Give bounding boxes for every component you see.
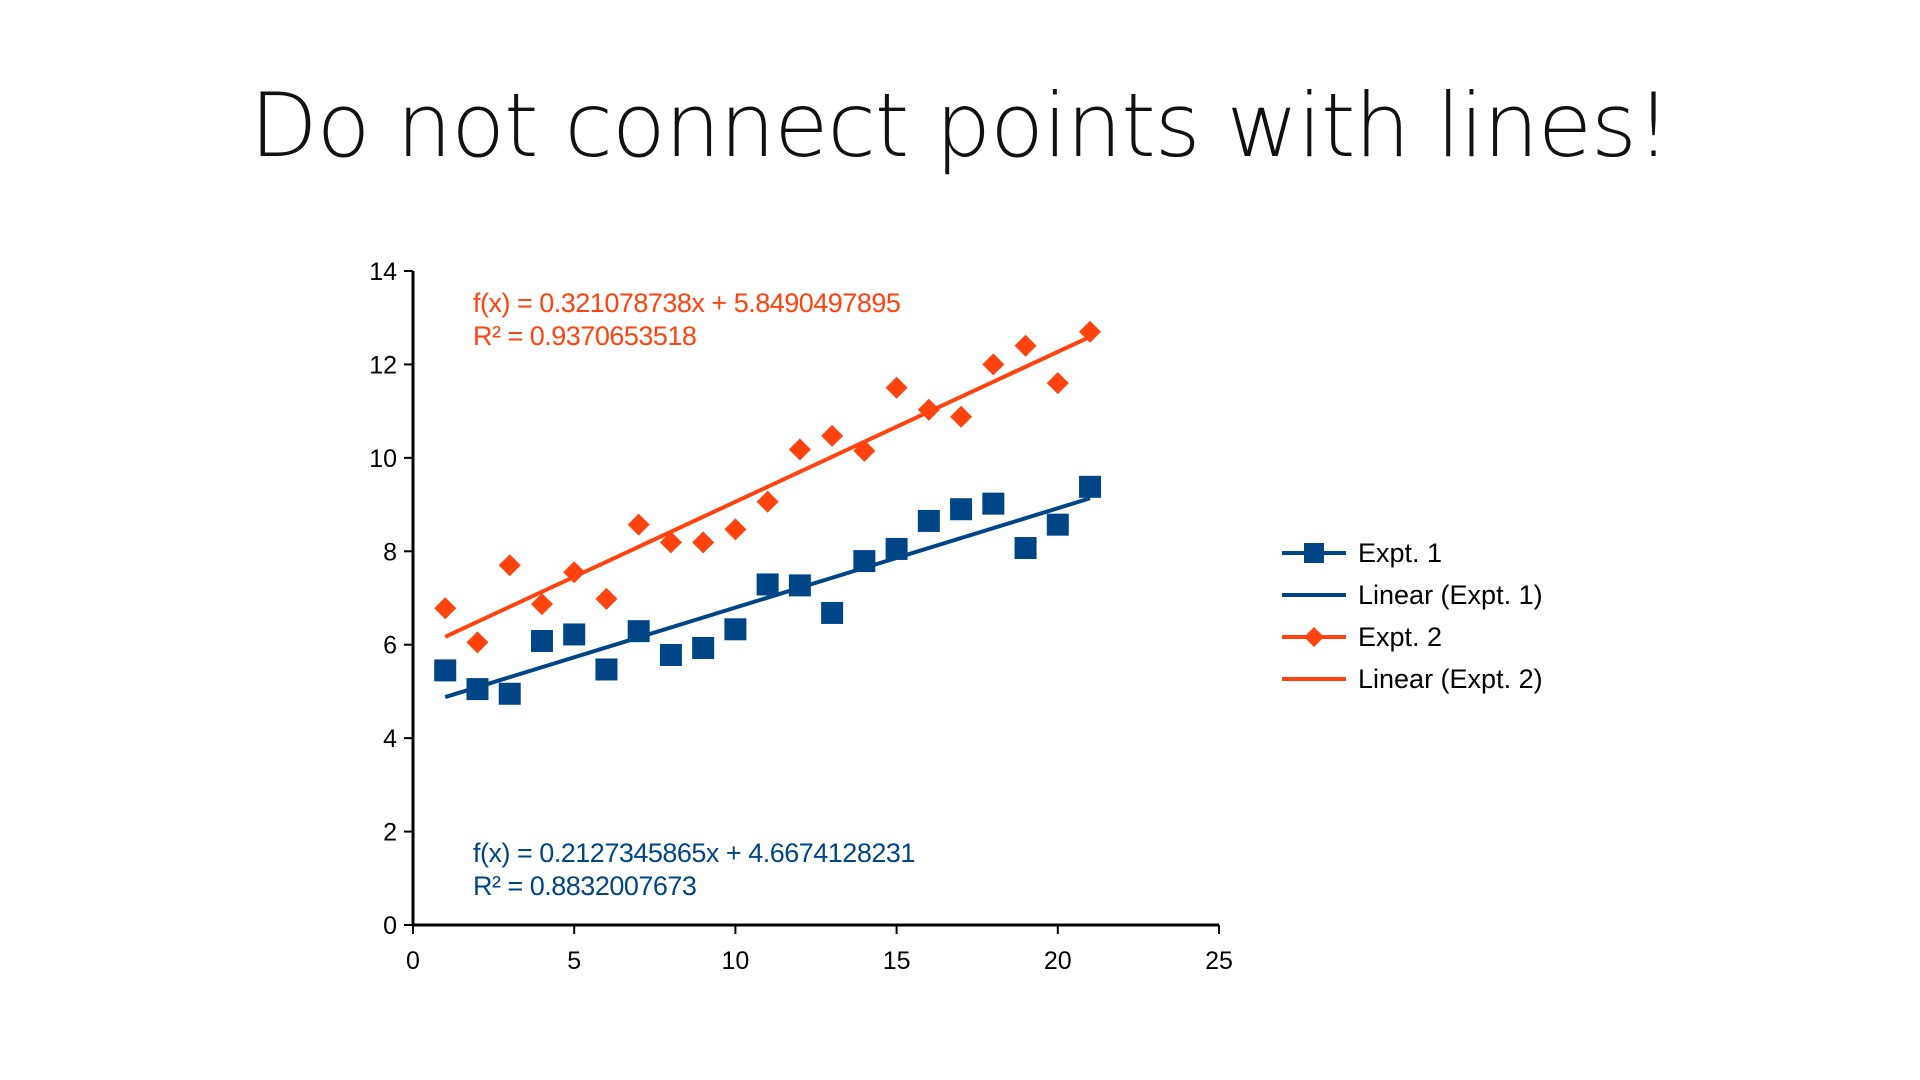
expt2-point xyxy=(885,376,908,399)
expt2-point xyxy=(821,424,844,447)
expt1-point xyxy=(1079,475,1102,498)
x-tick-label: 0 xyxy=(406,947,420,975)
x-tick-label: 10 xyxy=(721,947,749,975)
y-tick-label: 2 xyxy=(383,819,397,847)
expt1-point xyxy=(1046,513,1069,536)
expt1-point xyxy=(788,574,811,597)
trendline-r-squared-1: R² = 0.8832007673 xyxy=(473,871,696,901)
expt1-point xyxy=(756,573,779,596)
legend-label: Linear (Expt. 2) xyxy=(1358,664,1543,694)
expt1-point xyxy=(498,682,521,705)
trendlines xyxy=(444,334,1091,699)
expt2-point xyxy=(498,554,521,577)
expt2-point xyxy=(917,398,940,421)
expt2-point xyxy=(466,631,489,654)
expt1-point xyxy=(466,678,489,701)
expt1-point xyxy=(885,537,908,560)
legend-marker xyxy=(1304,627,1324,647)
expt1-point xyxy=(950,498,973,521)
data-points xyxy=(434,320,1102,705)
expt2-point xyxy=(1079,320,1102,343)
y-tick-label: 6 xyxy=(383,632,397,660)
y-tick-label: 0 xyxy=(383,912,397,940)
expt2-point xyxy=(788,438,811,461)
x-tick-label: 25 xyxy=(1205,947,1233,975)
y-tick-label: 8 xyxy=(383,538,397,566)
expt1-point xyxy=(434,659,457,682)
legend-label: Expt. 2 xyxy=(1358,622,1442,652)
expt1-point xyxy=(917,509,940,532)
expt1-point xyxy=(821,601,844,624)
expt1-point xyxy=(982,492,1005,515)
legend-label: Expt. 1 xyxy=(1358,538,1442,568)
axes: 0 2 4 6 8 10 12 14 0 5 10 15 20 25 xyxy=(369,258,1233,975)
expt1-point xyxy=(853,550,876,573)
legend-marker xyxy=(1304,543,1324,563)
expt1-point xyxy=(659,643,682,666)
trendline-equation-2: f(x) = 0.321078738x + 5.8490497895 xyxy=(473,288,900,318)
expt2-point xyxy=(1046,372,1069,395)
y-tick-label: 4 xyxy=(383,725,397,753)
expt2-point xyxy=(659,531,682,554)
trendline-1 xyxy=(444,496,1091,699)
expt1-point xyxy=(563,623,586,646)
x-tick-label: 15 xyxy=(883,947,911,975)
expt1-point xyxy=(724,618,747,641)
legend: Expt. 1 Linear (Expt. 1) Expt. 2 Linear (Ex… xyxy=(1282,538,1543,694)
legend-label: Linear (Expt. 1) xyxy=(1358,580,1543,610)
trendline-r-squared-2: R² = 0.9370653518 xyxy=(473,321,696,351)
expt1-point xyxy=(692,636,715,659)
expt2-point xyxy=(563,561,586,584)
trendline-equation-1: f(x) = 0.2127345865x + 4.6674128231 xyxy=(473,838,915,868)
expt2-point xyxy=(595,587,618,610)
expt2-point xyxy=(853,439,876,462)
expt2-point xyxy=(627,513,650,536)
x-tick-label: 5 xyxy=(567,947,581,975)
expt1-point xyxy=(530,629,553,652)
expt2-point xyxy=(692,531,715,554)
x-tick-label: 20 xyxy=(1044,947,1072,975)
expt2-point xyxy=(724,518,747,541)
slide-title: Do not connect points with lines! xyxy=(249,74,1671,177)
expt2-point xyxy=(1014,334,1037,357)
expt2-point xyxy=(530,593,553,616)
expt1-point xyxy=(1014,537,1037,560)
expt2-point xyxy=(982,353,1005,376)
trendline-2 xyxy=(444,334,1091,639)
expt2-point xyxy=(950,405,973,428)
expt1-point xyxy=(627,620,650,643)
expt2-point xyxy=(434,597,457,620)
expt2-point xyxy=(756,490,779,513)
y-tick-label: 12 xyxy=(369,351,397,379)
y-tick-label: 14 xyxy=(369,258,397,286)
y-tick-label: 10 xyxy=(369,445,397,473)
expt1-point xyxy=(595,658,618,681)
